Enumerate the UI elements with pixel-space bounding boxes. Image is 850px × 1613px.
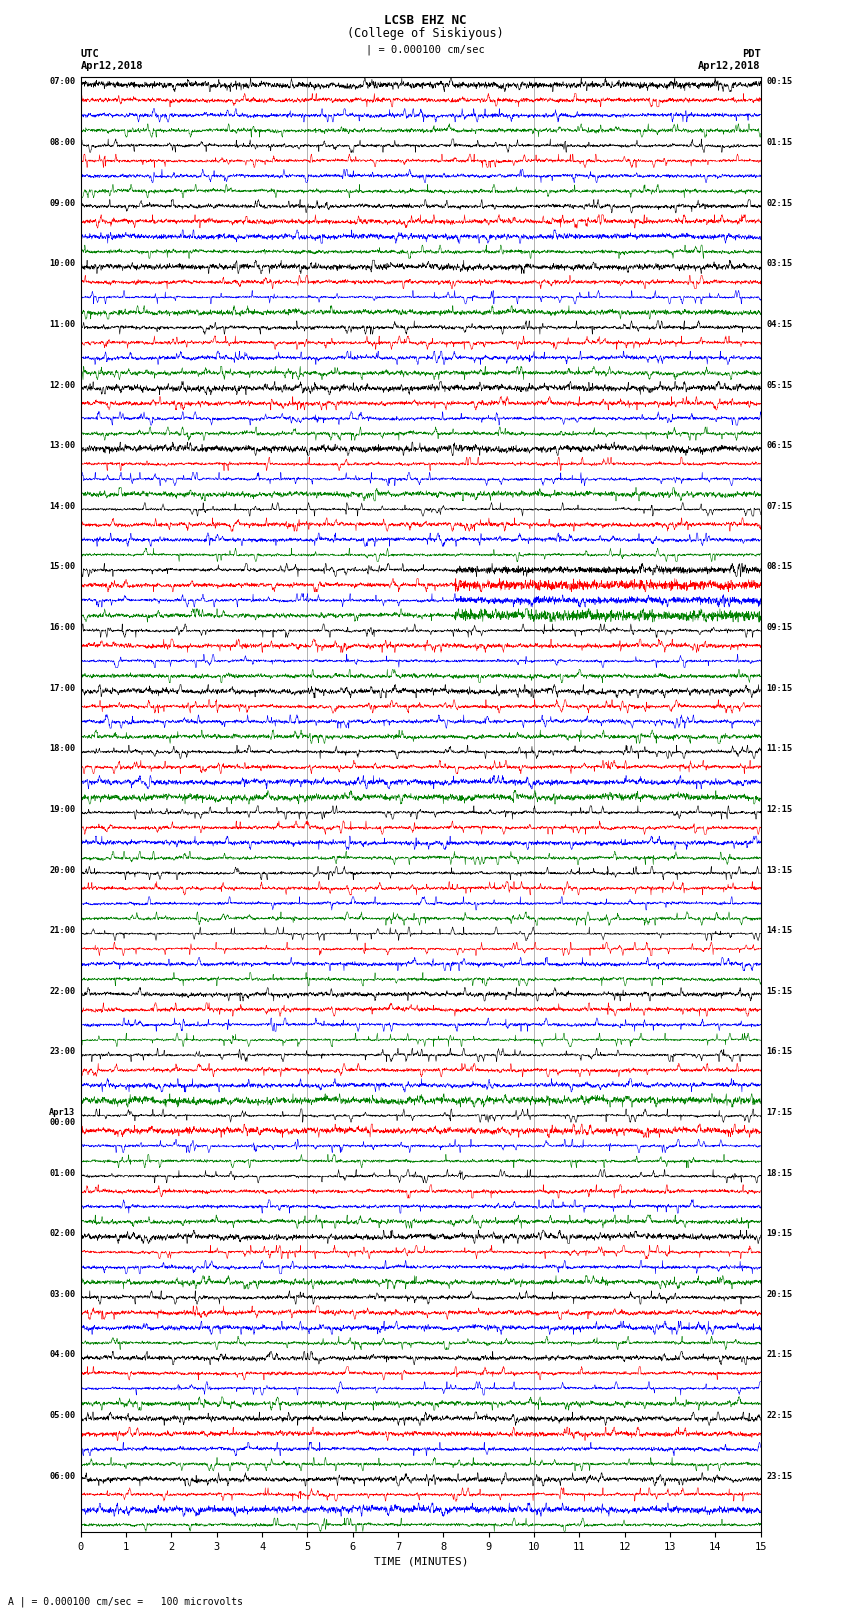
Text: A | = 0.000100 cm/sec =   100 microvolts: A | = 0.000100 cm/sec = 100 microvolts	[8, 1595, 243, 1607]
Text: 10:15: 10:15	[766, 684, 792, 692]
Text: 05:15: 05:15	[766, 381, 792, 389]
Text: 09:00: 09:00	[49, 198, 76, 208]
Text: 21:00: 21:00	[49, 926, 76, 936]
Text: 14:00: 14:00	[49, 502, 76, 511]
Text: 16:00: 16:00	[49, 623, 76, 632]
Text: 15:00: 15:00	[49, 563, 76, 571]
Text: 21:15: 21:15	[766, 1350, 792, 1360]
Text: Apr13
00:00: Apr13 00:00	[49, 1108, 76, 1127]
Text: UTC
Apr12,2018: UTC Apr12,2018	[81, 50, 144, 71]
Text: 04:00: 04:00	[49, 1350, 76, 1360]
Text: 06:15: 06:15	[766, 440, 792, 450]
Text: 19:15: 19:15	[766, 1229, 792, 1239]
Text: 02:00: 02:00	[49, 1229, 76, 1239]
Text: 20:15: 20:15	[766, 1290, 792, 1298]
Text: | = 0.000100 cm/sec: | = 0.000100 cm/sec	[366, 44, 484, 55]
Text: 12:00: 12:00	[49, 381, 76, 389]
Text: 16:15: 16:15	[766, 1047, 792, 1057]
Text: 14:15: 14:15	[766, 926, 792, 936]
Text: 13:00: 13:00	[49, 440, 76, 450]
Text: 11:00: 11:00	[49, 319, 76, 329]
Text: 13:15: 13:15	[766, 866, 792, 874]
Text: 20:00: 20:00	[49, 866, 76, 874]
Text: 10:00: 10:00	[49, 260, 76, 268]
Text: 23:15: 23:15	[766, 1471, 792, 1481]
Text: 01:00: 01:00	[49, 1168, 76, 1177]
Text: 02:15: 02:15	[766, 198, 792, 208]
Text: 23:00: 23:00	[49, 1047, 76, 1057]
Text: 08:00: 08:00	[49, 139, 76, 147]
Text: 19:00: 19:00	[49, 805, 76, 815]
Text: 11:15: 11:15	[766, 744, 792, 753]
Text: 22:15: 22:15	[766, 1411, 792, 1419]
Text: 08:15: 08:15	[766, 563, 792, 571]
Text: 07:15: 07:15	[766, 502, 792, 511]
Text: 06:00: 06:00	[49, 1471, 76, 1481]
Text: 09:15: 09:15	[766, 623, 792, 632]
Text: PDT
Apr12,2018: PDT Apr12,2018	[698, 50, 761, 71]
Text: 01:15: 01:15	[766, 139, 792, 147]
Text: 04:15: 04:15	[766, 319, 792, 329]
Text: 18:15: 18:15	[766, 1168, 792, 1177]
Text: 17:15: 17:15	[766, 1108, 792, 1116]
X-axis label: TIME (MINUTES): TIME (MINUTES)	[373, 1557, 468, 1566]
Text: 22:00: 22:00	[49, 987, 76, 995]
Text: 18:00: 18:00	[49, 744, 76, 753]
Text: 12:15: 12:15	[766, 805, 792, 815]
Text: LCSB EHZ NC: LCSB EHZ NC	[383, 15, 467, 27]
Text: 17:00: 17:00	[49, 684, 76, 692]
Text: 15:15: 15:15	[766, 987, 792, 995]
Text: 03:15: 03:15	[766, 260, 792, 268]
Text: 03:00: 03:00	[49, 1290, 76, 1298]
Text: (College of Siskiyous): (College of Siskiyous)	[347, 27, 503, 40]
Text: 07:00: 07:00	[49, 77, 76, 87]
Text: 00:15: 00:15	[766, 77, 792, 87]
Text: 05:00: 05:00	[49, 1411, 76, 1419]
